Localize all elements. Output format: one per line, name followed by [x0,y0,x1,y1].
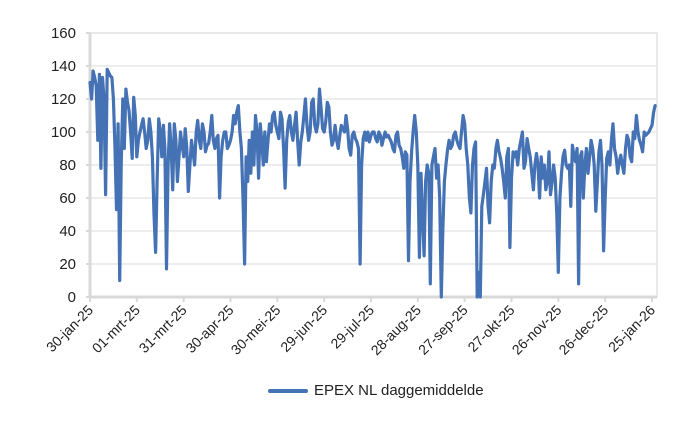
x-tick-label: 26-nov-25 [509,302,565,358]
x-axis-ticks: 30-jan-2501-mrt-2531-mrt-2530-apr-2530-m… [43,297,658,358]
series-line-epex [88,67,657,299]
legend-label: EPEX NL daggemiddelde [314,382,484,399]
x-tick-label: 01-mrt-25 [89,302,143,356]
x-tick-label: 31-mrt-25 [136,302,190,356]
x-tick-label: 29-jun-25 [277,302,330,355]
x-tick-label: 25-jan-26 [605,302,658,355]
y-tick-label: 20 [59,256,76,273]
legend: EPEX NL daggemiddelde [268,382,484,399]
x-tick-label: 27-sep-25 [415,302,471,358]
y-axis-ticks: 0 20 40 60 80 100 120 140 160 [51,25,76,306]
legend-swatch [268,388,308,393]
y-tick-label: 40 [59,223,76,240]
y-tick-label: 100 [51,124,76,141]
y-tick-label: 140 [51,58,76,75]
x-tick-label: 30-mei-25 [228,302,284,358]
x-tick-label: 28-aug-25 [368,302,425,359]
y-tick-label: 160 [51,25,76,42]
y-tick-label: 120 [51,91,76,108]
y-tick-label: 80 [59,157,76,174]
x-tick-label: 30-jan-25 [43,302,96,355]
y-tick-label: 60 [59,190,76,207]
x-tick-label: 26-dec-25 [555,302,611,358]
y-tick-label: 0 [68,289,76,306]
